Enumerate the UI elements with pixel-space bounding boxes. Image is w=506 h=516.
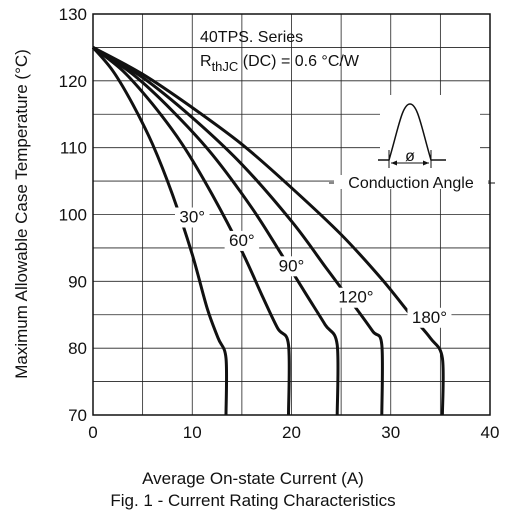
tick-labels: 0 10 20 30 40 70 80 90 100 110 120 130 <box>59 5 500 442</box>
y-tick-label: 100 <box>59 206 87 225</box>
arrow-head-right <box>423 160 429 166</box>
grid-lines <box>93 14 490 415</box>
curves <box>91 46 445 416</box>
x-tick-label: 40 <box>481 423 500 442</box>
series-name-annotation: 40TPS. Series <box>200 29 303 46</box>
curve-label-bg <box>407 307 452 328</box>
y-tick-label: 80 <box>68 339 87 358</box>
curve-90-deg <box>92 46 340 416</box>
conduction-angle-inset: ø Conduction Angle <box>329 95 495 192</box>
plot-frame <box>92 13 491 416</box>
rth-main: R <box>200 53 212 70</box>
figure-caption: Fig. 1 - Current Rating Characteristics <box>110 491 396 510</box>
curve-label-bg <box>334 287 379 308</box>
curve-label-180-deg: 180° <box>412 308 447 327</box>
curve-120-deg <box>92 46 384 416</box>
y-tick-label: 90 <box>68 272 87 291</box>
thermal-resistance-annotation: RthJC (DC) = 0.6 °C/W <box>200 53 360 74</box>
inset-label-bg <box>334 175 488 189</box>
inset-label: Conduction Angle <box>348 175 474 192</box>
waveform-icon <box>378 103 446 161</box>
x-tick-label: 0 <box>88 423 97 442</box>
curve-label-90-deg: 90° <box>279 256 305 275</box>
x-tick-label: 10 <box>183 423 202 442</box>
x-tick-label: 20 <box>282 423 301 442</box>
curve-label-60-deg: 60° <box>229 231 255 250</box>
current-rating-chart: 0 10 20 30 40 70 80 90 100 110 120 130 30° 60° 90° 120… <box>12 5 500 442</box>
rth-rest: (DC) = 0.6 °C/W <box>238 53 360 70</box>
rth-subscript: thJC <box>212 59 239 74</box>
curve-labels: 30° 60° 90° 120° 180° <box>175 207 452 328</box>
curve-label-bg <box>224 230 260 251</box>
y-tick-label: 130 <box>59 5 87 24</box>
curve-60-deg <box>92 46 291 416</box>
arrow-head-left <box>391 160 397 166</box>
x-tick-label: 30 <box>381 423 400 442</box>
curve-label-120-deg: 120° <box>338 288 373 307</box>
angle-symbol: ø <box>405 148 415 165</box>
inset-background <box>380 95 480 188</box>
curve-180-deg <box>92 46 445 416</box>
y-tick-label: 110 <box>60 139 87 158</box>
curve-label-bg <box>175 207 210 228</box>
y-tick-label: 120 <box>59 72 87 91</box>
curve-30-deg <box>91 46 229 416</box>
curve-label-30-deg: 30° <box>179 208 205 227</box>
y-tick-label: 70 <box>68 406 87 425</box>
x-axis-label: Average On-state Current (A) <box>142 469 364 488</box>
curve-label-bg <box>274 256 309 277</box>
y-axis-label: Maximum Allowable Case Temperature (°C) <box>12 49 31 379</box>
